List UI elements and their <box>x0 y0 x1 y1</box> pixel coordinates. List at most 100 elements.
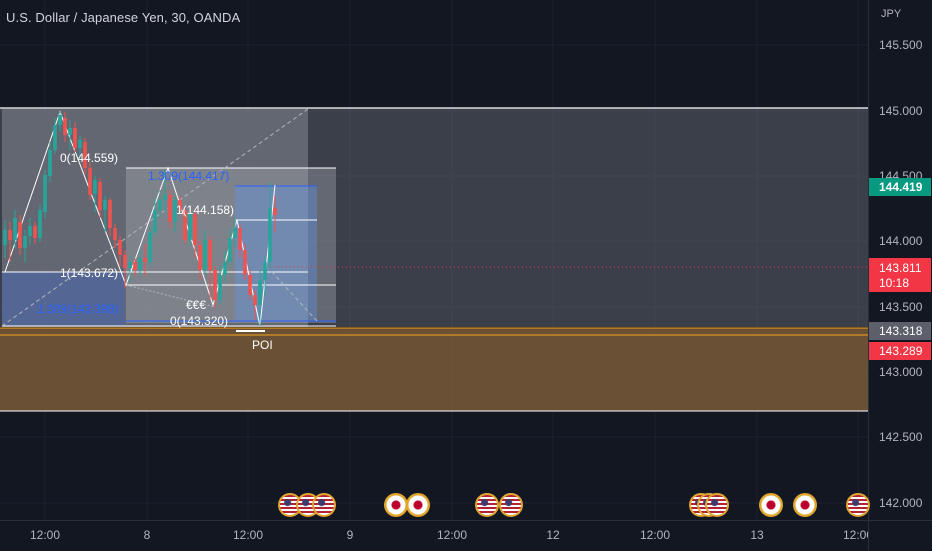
candle-body <box>113 228 117 240</box>
fib2-one-label: 1(144.158) <box>176 203 234 217</box>
candle-body <box>18 222 22 248</box>
candle-body <box>38 210 42 238</box>
price-tick: 144.000 <box>879 234 923 248</box>
candle-body <box>188 214 192 240</box>
candle-body <box>263 262 267 280</box>
time-label: 12 <box>546 528 560 542</box>
fib1-one-label: 1(143.672) <box>60 266 118 280</box>
us-flag-icon[interactable] <box>705 493 729 517</box>
equal-lows-label: €€€ <box>186 298 206 312</box>
fib-top-price-label: 144.419 <box>869 178 931 196</box>
candle-body <box>73 128 77 148</box>
candle-body <box>118 240 122 255</box>
candle-body <box>143 258 147 262</box>
symbol-title[interactable]: U.S. Dollar / Japanese Yen, 30, OANDA <box>6 10 241 25</box>
candle-body <box>148 232 152 262</box>
us-flag-icon[interactable] <box>499 493 523 517</box>
price-tick: 142.500 <box>879 430 923 444</box>
jp-flag-icon[interactable] <box>384 493 408 517</box>
jp-flag-icon[interactable] <box>793 493 817 517</box>
candle-body <box>83 142 87 168</box>
time-label: 13 <box>750 528 764 542</box>
candle-body <box>173 200 177 222</box>
last-price-value: 143.811 <box>879 261 922 275</box>
candle-body <box>193 214 197 245</box>
candle-body <box>238 228 242 250</box>
candle-body <box>88 168 92 195</box>
chart-drawings[interactable]: 0(144.559) 1(143.672) 1.309(143.398) 1.3… <box>0 0 868 520</box>
candle-body <box>233 228 237 238</box>
fib2-ext-band <box>235 186 317 321</box>
time-label: 9 <box>346 528 354 542</box>
candle-body <box>68 128 72 135</box>
poi-zone[interactable] <box>0 328 868 411</box>
fib2-zero-label: 0(143.320) <box>170 314 228 328</box>
countdown-timer: 10:18 <box>879 276 910 290</box>
us-flag-icon[interactable] <box>312 493 336 517</box>
poi-top-price-label: 143.318 <box>869 322 931 340</box>
candle-body <box>98 182 102 210</box>
candle-body <box>253 295 257 305</box>
fib2-ext-label: 1.309(144.417) <box>148 169 229 183</box>
us-flag-icon[interactable] <box>475 493 499 517</box>
fib1-ext-band <box>2 272 125 326</box>
last-price-label: 143.811 10:18 <box>869 258 931 292</box>
candle-body <box>13 218 17 240</box>
time-axis[interactable] <box>0 520 868 551</box>
candle-body <box>43 175 47 212</box>
candle-body <box>168 195 172 222</box>
candle-body <box>23 236 27 248</box>
candle-body <box>123 255 127 268</box>
candle-body <box>163 195 167 200</box>
candle-body <box>243 250 247 275</box>
candle-body <box>178 200 182 210</box>
price-tick: 143.000 <box>879 365 923 379</box>
us-flag-icon[interactable] <box>846 493 870 517</box>
jp-flag-icon[interactable] <box>406 493 430 517</box>
fib1-zero-label: 0(144.559) <box>60 151 118 165</box>
candle-body <box>133 262 137 270</box>
candle-body <box>213 270 217 300</box>
candle-body <box>53 125 57 150</box>
candle-body <box>203 240 207 270</box>
price-tick: 142.000 <box>879 496 923 510</box>
candles <box>3 112 277 326</box>
candle-body <box>33 226 37 238</box>
axis-corner <box>868 520 932 551</box>
candle-body <box>258 280 262 305</box>
candle-body <box>48 150 52 176</box>
time-label: 12:00 <box>29 528 61 542</box>
candle-body <box>3 230 7 245</box>
price-tick: 143.500 <box>879 300 923 314</box>
price-tick: 145.500 <box>879 38 923 52</box>
poi-label: POI <box>252 338 273 352</box>
candle-body <box>128 262 132 268</box>
candle-body <box>93 180 97 194</box>
candle-body <box>268 208 272 262</box>
candle-body <box>198 245 202 270</box>
candle-body <box>108 200 112 228</box>
candle-body <box>208 240 212 270</box>
candle-body <box>103 200 107 210</box>
candle-body <box>8 230 12 240</box>
jp-flag-icon[interactable] <box>759 493 783 517</box>
candle-body <box>63 118 67 135</box>
time-label: 12:00 <box>436 528 468 542</box>
candle-body <box>78 140 82 148</box>
price-tick: 145.000 <box>879 104 923 118</box>
candle-body <box>138 258 142 270</box>
candle-body <box>153 210 157 232</box>
currency-label: JPY <box>881 8 902 20</box>
range-box[interactable] <box>0 108 868 327</box>
time-label: 12:00 <box>639 528 671 542</box>
candle-body <box>228 238 232 262</box>
candle-body <box>223 262 227 275</box>
poi-bottom-price-label: 143.289 <box>869 342 931 360</box>
candle-body <box>273 208 277 215</box>
candle-body <box>28 226 32 236</box>
candle-body <box>218 275 222 300</box>
chart-canvas[interactable]: 0(144.559) 1(143.672) 1.309(143.398) 1.3… <box>0 0 868 520</box>
time-label: 12:00 <box>842 528 874 542</box>
time-label: 8 <box>143 528 151 542</box>
candle-body <box>248 275 252 295</box>
